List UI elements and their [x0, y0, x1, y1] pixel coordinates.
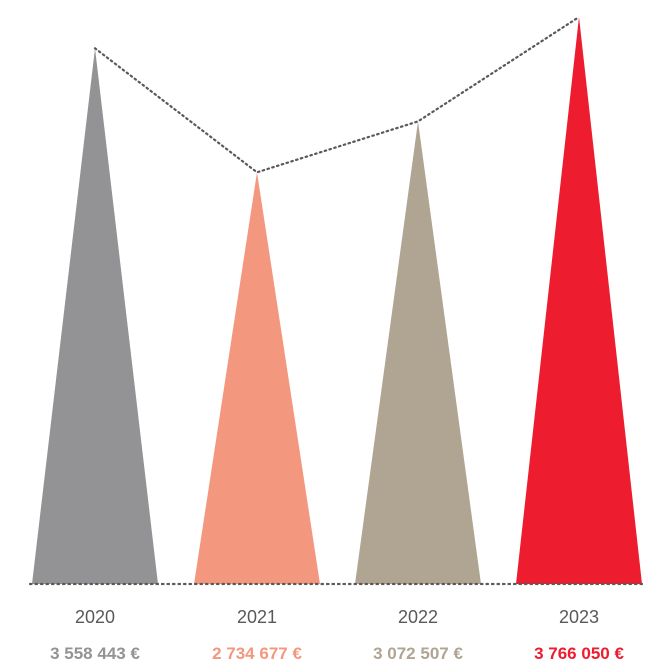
- data-label-2022: 3 072 507 €: [373, 644, 463, 663]
- tick-label-2021: 2021: [237, 607, 277, 627]
- tick-label-2022: 2022: [398, 607, 438, 627]
- peak-connector-line: [93, 15, 581, 174]
- data-label-2020: 3 558 443 €: [50, 644, 140, 663]
- tick-label-2020: 2020: [75, 607, 115, 627]
- value-labels-group: 3 558 443 € 2 734 677 € 3 072 507 € 3 766 0…: [50, 644, 624, 663]
- bar-2020: [32, 48, 158, 585]
- bar-2022: [355, 121, 481, 585]
- bars-group: [32, 17, 642, 585]
- bar-2021: [194, 172, 320, 585]
- tick-label-2023: 2023: [559, 607, 599, 627]
- data-label-2023: 3 766 050 €: [534, 644, 624, 663]
- bar-2023: [516, 17, 642, 584]
- year-labels-group: 2020 2021 2022 2023: [75, 607, 599, 627]
- data-label-2021: 2 734 677 €: [212, 644, 302, 663]
